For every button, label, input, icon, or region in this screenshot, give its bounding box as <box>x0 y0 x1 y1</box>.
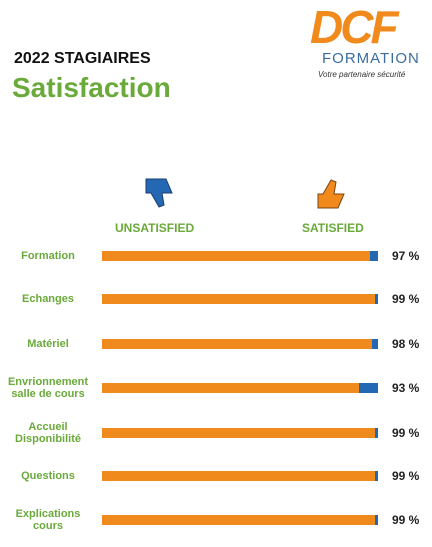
value-label: 93 % <box>392 381 420 395</box>
bar-segment <box>102 251 370 261</box>
bar-segment <box>102 515 376 525</box>
category-label: Formation <box>21 250 75 262</box>
chart-title: 2022 STAGIAIRES <box>14 50 151 67</box>
value-label: 99 % <box>392 426 420 440</box>
bar-segment <box>372 339 378 349</box>
category-label: Echanges <box>22 293 74 305</box>
bar-segment <box>102 383 359 393</box>
bar-segment <box>375 471 378 481</box>
category-label: Envrionnement salle de cours <box>7 376 89 400</box>
bar-segment <box>102 294 376 304</box>
thumbs-down-icon <box>145 178 173 208</box>
bar-segment <box>369 251 378 261</box>
bar-segment <box>375 294 378 304</box>
logo-brand: DCF <box>310 1 399 53</box>
bar-segment <box>358 383 378 393</box>
thumbs-up-icon <box>317 179 345 209</box>
bar-segment <box>102 428 376 438</box>
legend-label: SATISFIED <box>302 221 364 235</box>
value-label: 99 % <box>392 292 420 306</box>
value-label: 99 % <box>392 513 420 527</box>
category-label: Explications cours <box>15 508 81 532</box>
bar-segment <box>375 428 378 438</box>
logo-tagline: Votre partenaire sécurité <box>318 70 406 79</box>
value-label: 98 % <box>392 337 420 351</box>
value-label: 97 % <box>392 249 420 263</box>
category-label: Questions <box>21 470 75 482</box>
chart-subtitle: Satisfaction <box>12 72 171 103</box>
category-label: Matériel <box>27 338 69 350</box>
category-label: Accueil Disponibilité <box>15 421 81 445</box>
bar-segment <box>375 515 378 525</box>
legend-label: UNSATISFIED <box>115 221 195 235</box>
value-label: 99 % <box>392 469 420 483</box>
logo-name: FORMATION <box>322 50 420 67</box>
bar-segment <box>102 471 376 481</box>
bar-segment <box>102 339 373 349</box>
